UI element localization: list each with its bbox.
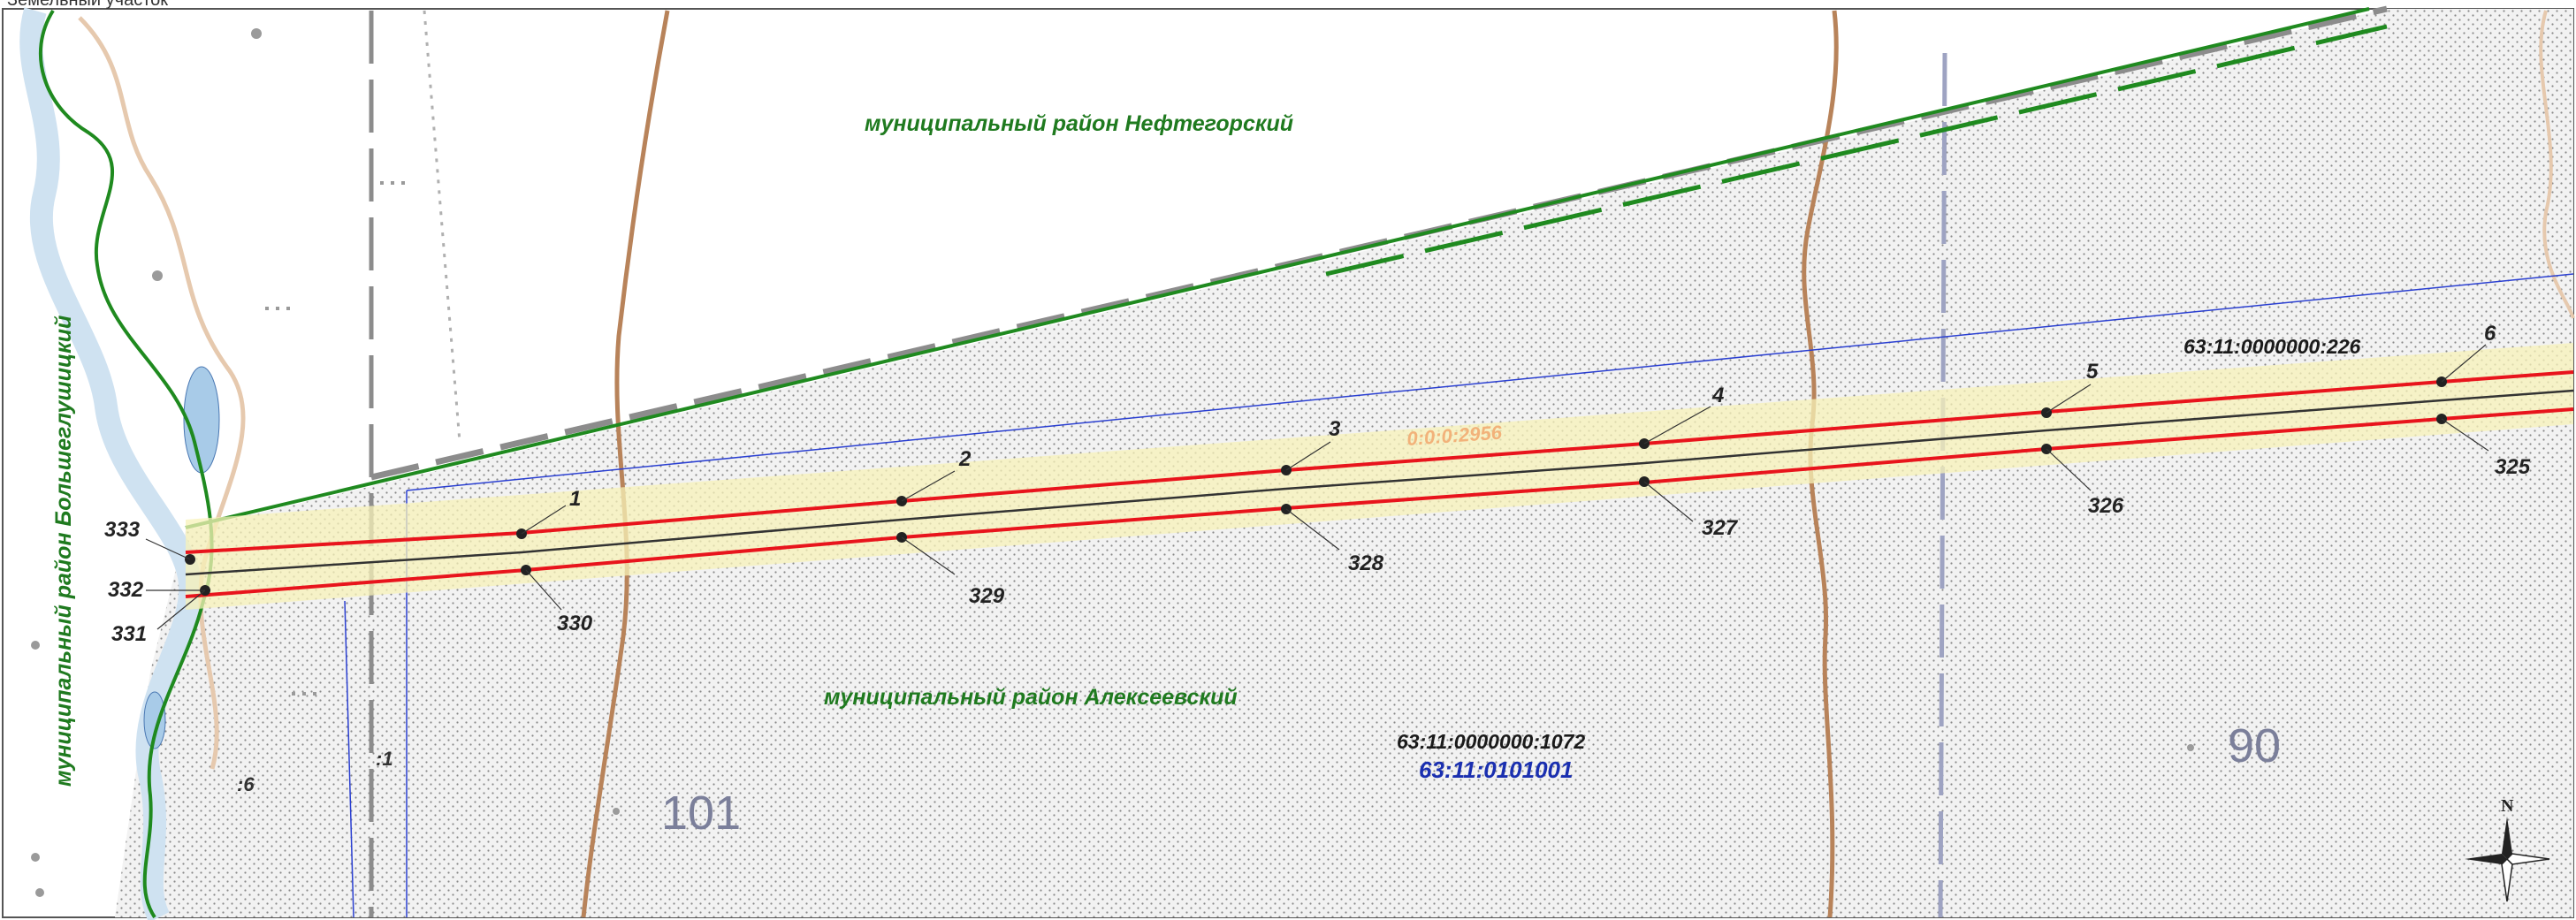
compass-north-label: N	[2501, 796, 2514, 816]
contour-line-east	[2539, 10, 2575, 319]
point-label-1: 1	[569, 487, 581, 511]
point-label-325: 325	[2495, 455, 2531, 479]
cadastral-number-226: 63:11:0000000:226	[2184, 335, 2361, 358]
corridor-boundary-north	[185, 370, 2574, 554]
contour-line-west	[78, 16, 246, 770]
parcel-boundary-blue-2	[344, 600, 354, 918]
corridor-boundary-south	[185, 407, 2574, 598]
pipeline-centerline	[185, 389, 2574, 576]
small-label-1: :1	[376, 748, 393, 770]
point-label-333: 333	[104, 518, 141, 542]
point-label-326: 326	[2088, 494, 2124, 518]
district-boundary-west-green	[39, 9, 214, 919]
protection-zone-buffer	[186, 343, 2573, 610]
point-label-330: 330	[557, 612, 593, 635]
leader-lines	[145, 344, 2489, 630]
pond	[143, 691, 166, 749]
district-boundary-green-dash	[1325, 24, 2388, 277]
parcel-number-90: 90	[2228, 719, 2281, 772]
point-label-329: 329	[969, 584, 1005, 608]
contour-line-1	[581, 10, 670, 918]
point-label-331: 331	[111, 622, 147, 646]
header-title: Земельный участок	[7, 0, 168, 10]
map-symbols	[31, 28, 2194, 897]
small-label-6: :6	[237, 773, 255, 795]
cadastral-number-1072: 63:11:0000000:1072	[1397, 730, 1585, 753]
compass-rose-icon: N	[2465, 796, 2550, 902]
dashed-boundary-east	[1938, 52, 1947, 918]
point-label-6: 6	[2484, 322, 2496, 346]
dotted-line-west	[423, 10, 461, 443]
point-label-5: 5	[2086, 360, 2099, 384]
region-label-north: муниципальный район Нефтегорский	[865, 111, 1293, 136]
parcel-number-101: 101	[661, 787, 741, 840]
point-label-332: 332	[108, 578, 144, 602]
region-label-west: муниципальный район Большеглушицкий	[51, 316, 76, 787]
parcel-boundary-blue	[406, 273, 2574, 491]
lake	[183, 366, 220, 474]
point-label-327: 327	[1702, 516, 1739, 540]
district-boundary-green	[185, 7, 2370, 529]
point-label-4: 4	[1711, 384, 1724, 407]
point-label-328: 328	[1348, 551, 1384, 575]
cadastral-quarter: 63:11:0101001	[1419, 757, 1573, 783]
point-label-3: 3	[1329, 417, 1341, 441]
point-label-2: 2	[958, 447, 972, 471]
region-label-south: муниципальный район Алексеевский	[824, 685, 1238, 710]
